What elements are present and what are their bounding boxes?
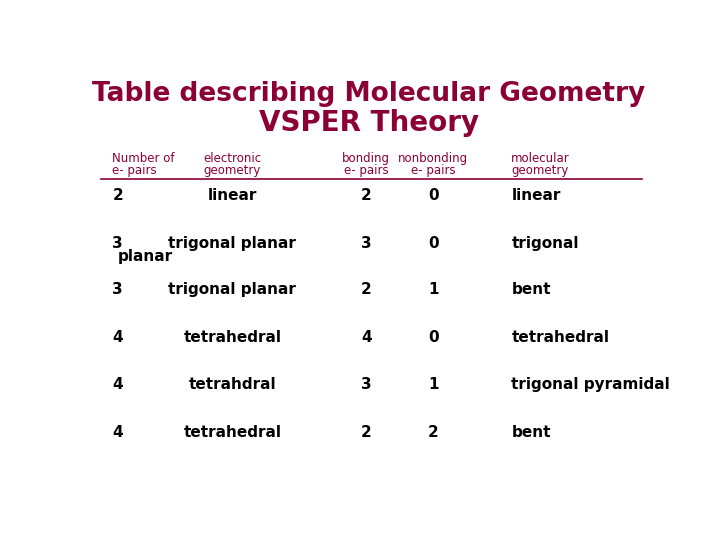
Text: bent: bent <box>511 282 551 297</box>
Text: linear: linear <box>511 188 561 203</box>
Text: electronic: electronic <box>203 152 261 165</box>
Text: Table describing Molecular Geometry: Table describing Molecular Geometry <box>92 81 646 107</box>
Text: 2: 2 <box>361 282 372 297</box>
Text: trigonal pyramidal: trigonal pyramidal <box>511 377 670 393</box>
Text: 4: 4 <box>112 329 123 345</box>
Text: bent: bent <box>511 426 551 440</box>
Text: 2: 2 <box>112 188 123 203</box>
Text: tetrahedral: tetrahedral <box>184 426 282 440</box>
Text: geometry: geometry <box>511 164 569 177</box>
Text: linear: linear <box>207 188 257 203</box>
Text: VSPER Theory: VSPER Theory <box>259 109 479 137</box>
Text: 3: 3 <box>361 236 372 251</box>
Text: trigonal planar: trigonal planar <box>168 236 296 251</box>
Text: 2: 2 <box>361 426 372 440</box>
Text: 0: 0 <box>428 188 438 203</box>
Text: e- pairs: e- pairs <box>112 164 157 177</box>
Text: tetrahdral: tetrahdral <box>189 377 276 393</box>
Text: Number of: Number of <box>112 152 175 165</box>
Text: e- pairs: e- pairs <box>344 164 389 177</box>
Text: 2: 2 <box>428 426 438 440</box>
Text: 0: 0 <box>428 236 438 251</box>
Text: 4: 4 <box>112 377 123 393</box>
Text: 3: 3 <box>112 282 123 297</box>
Text: e- pairs: e- pairs <box>411 164 456 177</box>
Text: tetrahedral: tetrahedral <box>511 329 609 345</box>
Text: 3: 3 <box>361 377 372 393</box>
Text: 1: 1 <box>428 377 438 393</box>
Text: 1: 1 <box>428 282 438 297</box>
Text: trigonal planar: trigonal planar <box>168 282 296 297</box>
Text: 4: 4 <box>112 426 123 440</box>
Text: 3: 3 <box>112 236 123 251</box>
Text: bonding: bonding <box>342 152 390 165</box>
Text: planar: planar <box>118 248 173 264</box>
Text: tetrahedral: tetrahedral <box>184 329 282 345</box>
Text: nonbonding: nonbonding <box>398 152 468 165</box>
Text: 0: 0 <box>428 329 438 345</box>
Text: 2: 2 <box>361 188 372 203</box>
Text: molecular: molecular <box>511 152 570 165</box>
Text: geometry: geometry <box>204 164 261 177</box>
Text: 4: 4 <box>361 329 372 345</box>
Text: trigonal: trigonal <box>511 236 579 251</box>
